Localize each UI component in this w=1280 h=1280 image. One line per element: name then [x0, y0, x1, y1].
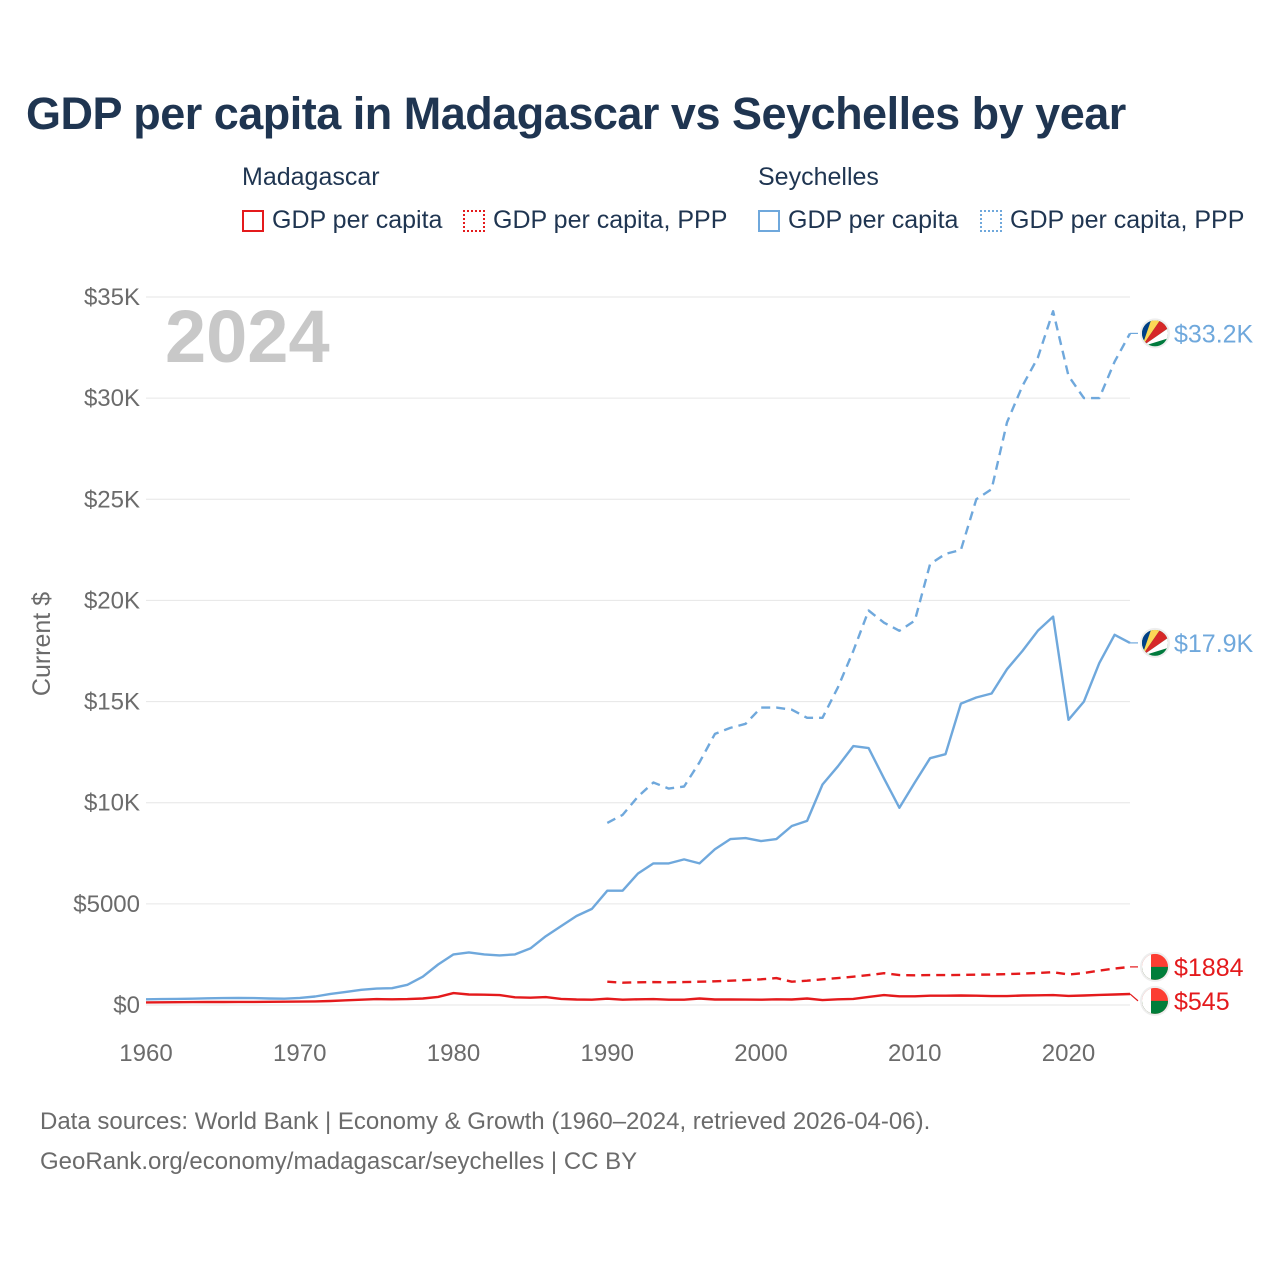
legend-label: GDP per capita: [272, 206, 443, 234]
madagascar-flag-icon: [1140, 985, 1170, 1016]
x-tick-label: 1960: [119, 1040, 172, 1067]
flag-band: [1142, 629, 1168, 656]
y-tick-label: $10K: [84, 790, 140, 817]
source-line-1: Data sources: World Bank | Economy & Gro…: [40, 1108, 931, 1135]
legend-swatch-solid-red: [242, 209, 264, 232]
series-line-madagascar-gdp-per-capita: [145, 991, 1131, 1004]
legend-item-madagascar-gdp[interactable]: GDP per capita: [242, 206, 442, 235]
legend-item-seychelles-gdp[interactable]: GDP per capita: [758, 206, 958, 235]
legend-label: GDP per capita, PPP: [493, 206, 728, 234]
end-value-label: $33.2K: [1174, 320, 1254, 348]
legend-item-seychelles-gdp-ppp[interactable]: GDP per capita, PPP: [980, 206, 1244, 235]
seychelles-flag-icon: [1140, 627, 1170, 658]
x-tick-label: 1970: [273, 1040, 326, 1067]
end-value-label: $17.9K: [1174, 630, 1254, 658]
legend-swatch-dotted-red: [463, 209, 485, 232]
x-tick-label: 2020: [1042, 1040, 1095, 1067]
legend-group-seychelles: Seychelles: [758, 163, 879, 191]
flag-band: [1142, 953, 1151, 980]
end-value-label: $545: [1174, 988, 1230, 1016]
series-lines: [145, 310, 1132, 1004]
series-line-seychelles-gdp-per-capita: [145, 615, 1131, 1001]
y-tick-label: $20K: [84, 587, 140, 614]
x-tick-label: 1990: [581, 1040, 634, 1067]
y-tick-label: $15K: [84, 689, 140, 716]
legend-swatch-dotted-blue: [980, 209, 1002, 232]
series-line-madagascar-gdp-per-capita-ppp: [607, 965, 1131, 984]
flag-band: [1142, 320, 1168, 347]
y-axis-label: Current $: [28, 592, 56, 696]
grid-lines: [146, 296, 1130, 1006]
axes: $0 $5000 $10K $15K $20K $25K $30K $35K 1960 1970 1…: [73, 284, 1095, 1067]
y-tick-label: $25K: [84, 486, 140, 513]
y-tick-label: $35K: [84, 284, 140, 311]
end-label-leader: [1129, 993, 1139, 1002]
flag-clip-group: [1142, 987, 1168, 1014]
x-tick-label: 2010: [888, 1040, 941, 1067]
end-value-label: $1884: [1174, 954, 1244, 982]
flag-clip-group: [1142, 629, 1168, 656]
x-tick-label: 1980: [427, 1040, 480, 1067]
flag-band: [1142, 637, 1168, 656]
legend-label: GDP per capita: [788, 206, 959, 234]
year-watermark: 2024: [165, 295, 330, 378]
legend-group-madagascar: Madagascar: [242, 163, 380, 191]
source-line-2[interactable]: GeoRank.org/economy/madagascar/seychelle…: [40, 1148, 638, 1175]
seychelles-flag-icon: [1140, 318, 1170, 349]
y-tick-label: $5000: [73, 891, 140, 918]
chart-title: GDP per capita in Madagascar vs Seychell…: [26, 88, 1126, 139]
y-tick-label: $0: [113, 992, 140, 1019]
flag-clip-group: [1142, 320, 1168, 347]
x-tick-label: 2000: [734, 1040, 787, 1067]
flag-band: [1142, 328, 1168, 347]
end-labels: $33.2K $17.9K $1884 $545: [1129, 318, 1254, 1016]
legend-swatch-solid-blue: [758, 209, 780, 232]
y-tick-label: $30K: [84, 385, 140, 412]
madagascar-flag-icon: [1140, 951, 1170, 982]
flag-band: [1142, 987, 1151, 1014]
series-line-seychelles-gdp-per-capita-ppp: [606, 310, 1132, 824]
legend-label: GDP per capita, PPP: [1010, 206, 1245, 234]
flag-clip-group: [1142, 953, 1168, 980]
legend-item-madagascar-gdp-ppp[interactable]: GDP per capita, PPP: [463, 206, 727, 235]
